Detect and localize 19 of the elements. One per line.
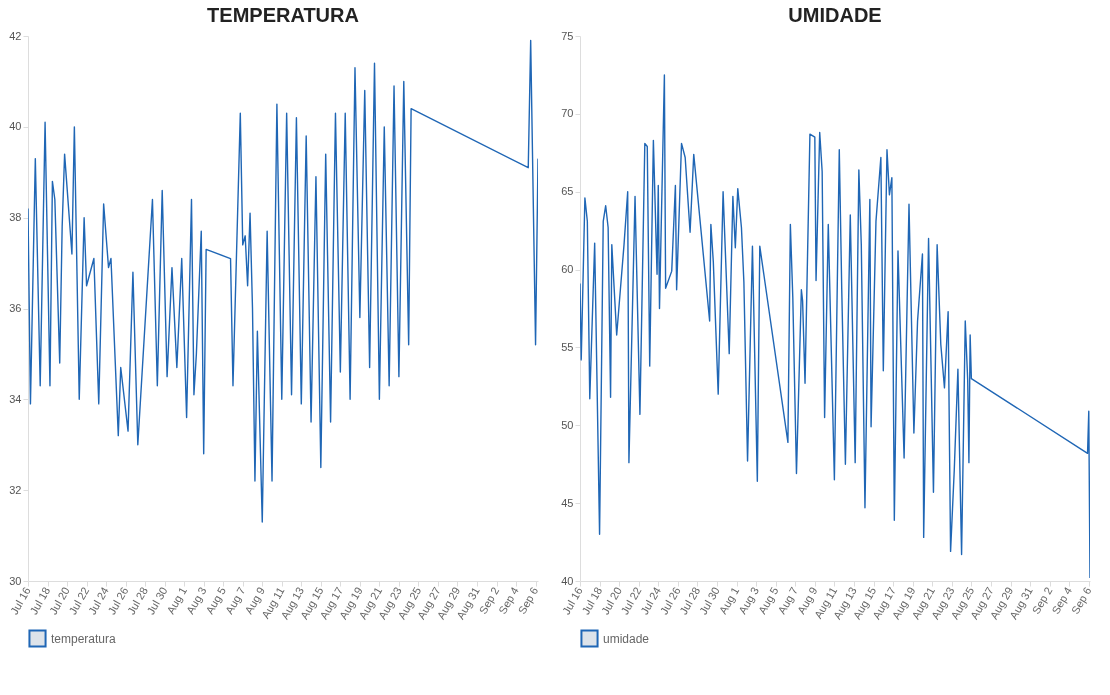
y-tick-label: 45 [561,496,574,509]
y-tick-label: 50 [561,418,574,431]
y-tick-label: 42 [9,29,22,42]
y-tick-label: 34 [9,392,22,405]
y-tick-label: 40 [9,120,22,133]
y-tick-label: 55 [561,340,574,353]
legend-label: temperatura [51,631,117,646]
y-tick-label: 60 [561,263,574,276]
y-tick-label: 36 [9,302,22,314]
y-tick-label: 65 [561,185,574,198]
y-tick-label: 32 [9,483,22,496]
y-tick-label: 38 [9,211,22,224]
y-tick-label: 70 [561,107,574,120]
y-tick-label: 30 [9,574,22,587]
chart-title: TEMPERATURA [207,4,359,26]
y-tick-label: 75 [561,29,574,42]
chart-title: UMIDADE [788,4,882,26]
legend-label: umidade [603,631,650,646]
y-tick-label: 40 [561,574,574,587]
